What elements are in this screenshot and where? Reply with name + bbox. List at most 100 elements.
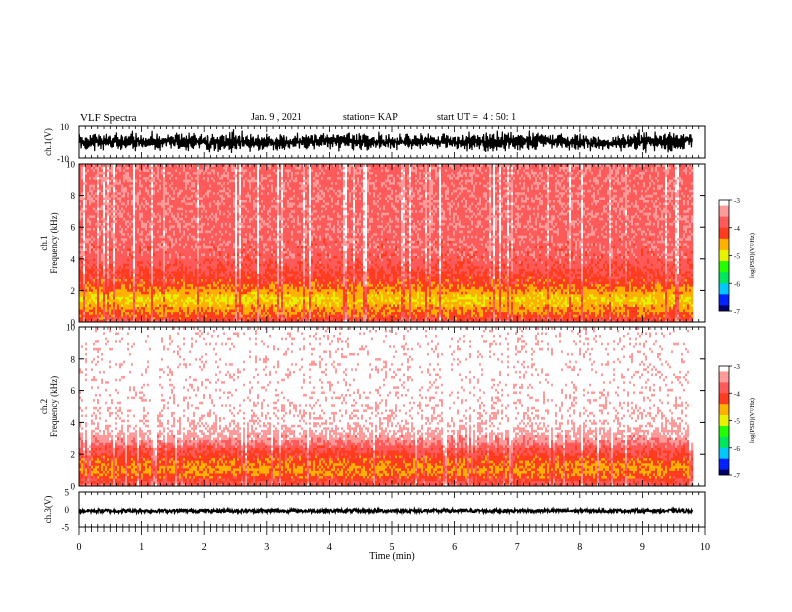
ch1-spectrogram-cell [265, 311, 268, 315]
ch1-spectrogram-cell [137, 291, 140, 295]
ch1-spectrogram-cell [471, 281, 474, 285]
ch1-spectrogram-cell [473, 311, 476, 315]
ch1-spectrogram-cell [99, 304, 102, 308]
ch1-spectrogram-cell [677, 306, 680, 310]
ch1-spectrogram-cell [239, 283, 242, 287]
ch1-spectrogram-cell [323, 306, 326, 310]
ch1-spectrogram-cell [567, 309, 570, 313]
ch1-spectrogram-cell [593, 316, 596, 320]
ch1-spectrogram-cell [265, 293, 268, 297]
ch1-spectrogram-cell [119, 316, 122, 320]
ch1-spectrogram-cell [669, 314, 672, 318]
ch1-spectrogram-cell [371, 281, 374, 285]
ch1-spectrogram-cell [119, 283, 122, 287]
ch1-spectrogram-cell [177, 311, 180, 315]
ch1-spectrogram-cell [591, 293, 594, 297]
ch1-spectrogram-cell [375, 309, 378, 313]
ch1-spectrogram-cell [351, 309, 354, 313]
ch1-spectrogram-cell [593, 306, 596, 310]
ch1-spectrogram-cell [421, 319, 424, 323]
ch1-spectrogram-cell [569, 314, 572, 318]
ch1-spectrogram-cell [417, 296, 420, 300]
ch1-spectrogram-cell [241, 309, 244, 313]
ch1-spectrogram-cell [263, 281, 266, 285]
ch1-spectrogram-cell [585, 306, 588, 310]
ch1-spectrogram-cell [225, 291, 228, 295]
ch1-spectrogram-cell [221, 296, 224, 300]
ch1-spectrogram-cell [567, 283, 570, 287]
ch1-spectrogram-cell [491, 286, 494, 290]
ch1-spectrogram-cell [291, 311, 294, 315]
ch1-spectrogram-cell [489, 296, 492, 300]
ch1-spectrogram-cell [375, 314, 378, 318]
ch1-spectrogram-cell [411, 309, 414, 313]
ch1-spectrogram-cell [329, 296, 332, 300]
ch1-spectrogram-cell [311, 314, 314, 318]
ch1-spectrogram-cell [389, 291, 392, 295]
start-time-label: start UT = 4 : 50: 1 [437, 112, 516, 123]
ch1-spectrogram-cell [255, 314, 258, 318]
ch1-spectrogram-cell [199, 301, 202, 305]
ch1-spectrogram-cell [637, 306, 640, 310]
ch1-spectrogram-cell [651, 311, 654, 315]
ch1-spectrogram-cell [501, 296, 504, 300]
ch1-spectrogram-cell [115, 281, 118, 285]
ch1-spectrogram-cell [207, 299, 210, 302]
ch1-spectrogram-cell [153, 299, 156, 302]
ch1-spectrogram-cell [101, 291, 104, 295]
ch1-spectrogram-cell [663, 316, 666, 320]
ch1-spectrogram-cell [403, 281, 406, 285]
ch1-spectrogram-cell [447, 309, 450, 313]
ch1-spectrogram-cell [455, 316, 458, 320]
ch1-spectrogram-cell [165, 306, 168, 310]
ch1-spectrogram-cell [499, 281, 502, 285]
ch1-spectrogram-cell [143, 319, 146, 323]
ch1-spectrogram-cell [579, 293, 582, 297]
ch1-spectrogram-cell [623, 306, 626, 310]
ch1-spectrogram-cell [421, 281, 424, 285]
ch1-spectrogram-cell [605, 301, 608, 305]
ch1-spectrogram-cell [473, 291, 476, 295]
ch1-spectrogram-cell [505, 314, 508, 318]
ch1-spectrogram-cell [445, 296, 448, 300]
ch1-spectrogram-cell [329, 283, 332, 287]
ch1-spectrogram-cell [295, 288, 298, 292]
ch1-spectrogram-cell [173, 293, 176, 297]
ch1-spectrogram-cell [499, 301, 502, 305]
ch1-spectrogram-cell [327, 309, 330, 313]
ch1-spectrogram-cell [269, 286, 272, 290]
ch1-spectrogram-cell [527, 309, 530, 313]
ch1-spectrogram-cell [501, 283, 504, 287]
ch1-spectrogram-cell [617, 288, 620, 292]
ch1-spectrogram-cell [341, 293, 344, 297]
ch1-spectrogram-cell [667, 311, 670, 315]
ch1-spectrogram-cell [607, 291, 610, 295]
ch1-spectrogram-cell [661, 283, 664, 287]
ch1-spectrogram-cell [691, 306, 694, 310]
ch1-spectrogram-cell [401, 293, 404, 297]
ch1-spectrogram-cell [573, 316, 576, 320]
ch1-spectrogram-cell [215, 293, 218, 297]
ch1-spectrogram-cell [657, 306, 660, 310]
ch1-spectrogram-cell [449, 288, 452, 292]
ch1-spectrogram-cell [81, 299, 84, 302]
ch1-spectrogram-cell [285, 319, 288, 323]
ch1-spectrogram-cell [415, 309, 418, 313]
ch1-spectrogram-cell [639, 291, 642, 295]
ch1-spectrogram-cell [225, 301, 228, 305]
ch1-spectrogram-cell [281, 311, 284, 315]
ch1-spectrogram-cell [335, 293, 338, 297]
ch1-spectrogram-cell [161, 293, 164, 297]
ch1-spectrogram-cell [279, 314, 282, 318]
ch1-spectrogram-cell [163, 281, 166, 285]
ch1-spectrogram-cell [553, 316, 556, 320]
ch1-spectrogram-cell [291, 291, 294, 295]
ch1-spectrogram-cell [315, 291, 318, 295]
ch1-spectrogram-cell [119, 299, 122, 302]
ch1-spectrogram-cell [637, 283, 640, 287]
ch1-spectrogram-cell [459, 296, 462, 300]
ch1-spectrogram-cell [617, 304, 620, 308]
ch1-spectrogram-cell [305, 306, 308, 310]
ch1-spectrogram-cell [151, 283, 154, 287]
ch1-spectrogram-cell [665, 296, 668, 300]
